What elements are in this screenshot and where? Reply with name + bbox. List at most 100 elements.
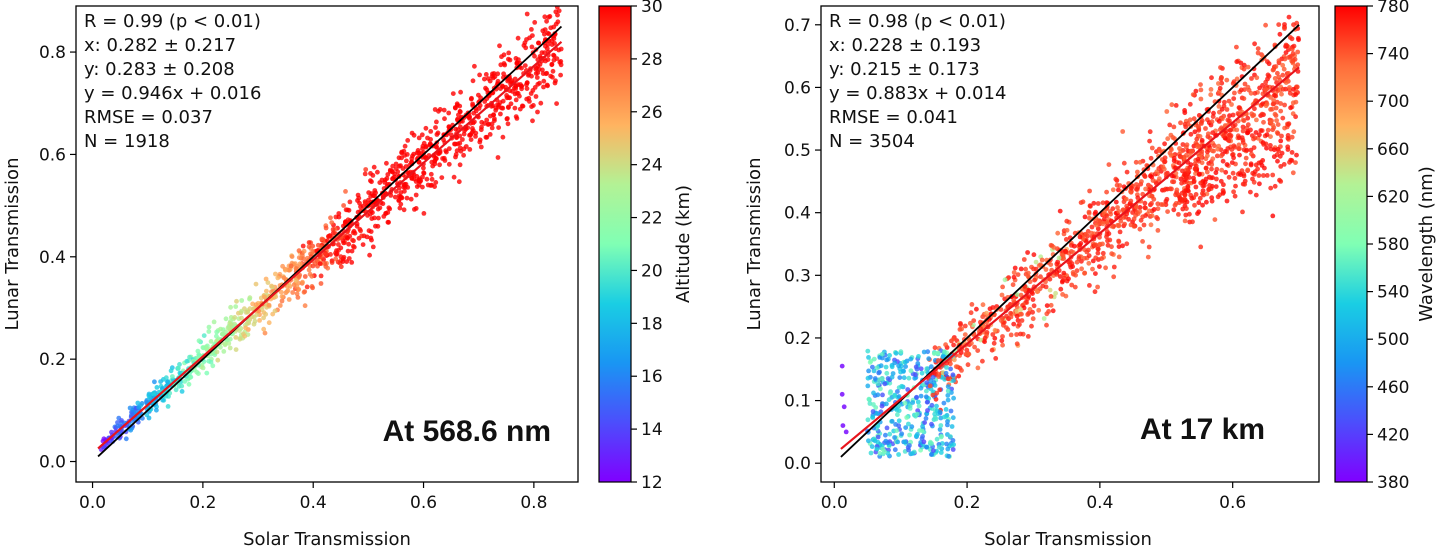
stat-rmse: RMSE = 0.037 — [84, 107, 213, 128]
data-point — [335, 259, 341, 265]
data-point — [875, 434, 881, 440]
data-point — [1291, 129, 1297, 135]
data-point — [1265, 59, 1270, 65]
x-tick-label: 0.6 — [410, 493, 437, 513]
data-point — [937, 427, 943, 432]
data-point — [500, 98, 506, 104]
data-point — [214, 329, 220, 335]
data-point — [1014, 332, 1019, 337]
data-point — [323, 252, 329, 257]
data-point — [1265, 127, 1271, 133]
data-point — [420, 174, 425, 180]
data-point — [529, 44, 535, 50]
data-point — [930, 375, 936, 380]
data-point — [347, 199, 353, 205]
data-point — [1245, 122, 1251, 128]
data-point — [1113, 176, 1119, 182]
data-point — [501, 52, 507, 58]
data-point — [1222, 99, 1227, 105]
data-point — [1031, 252, 1037, 258]
data-point — [544, 18, 549, 24]
data-point — [990, 332, 996, 337]
data-point — [1191, 116, 1197, 122]
data-point — [1203, 126, 1208, 131]
data-point — [557, 59, 563, 65]
data-point — [904, 415, 910, 420]
data-point — [206, 329, 212, 334]
data-point — [934, 390, 940, 396]
data-point — [933, 416, 939, 422]
data-point — [457, 162, 463, 168]
data-point — [1073, 272, 1078, 278]
data-point — [896, 452, 901, 457]
data-point — [1264, 173, 1270, 178]
data-point — [386, 205, 392, 211]
data-point — [264, 288, 269, 294]
data-point — [1082, 270, 1088, 276]
data-point — [1238, 172, 1243, 178]
data-point — [497, 43, 502, 49]
data-point — [948, 408, 954, 414]
data-point — [1018, 266, 1024, 272]
data-point — [1255, 50, 1261, 56]
data-point — [870, 409, 876, 414]
data-point — [942, 376, 947, 382]
data-point — [1014, 308, 1020, 314]
data-point — [269, 289, 274, 295]
data-point — [1018, 307, 1024, 312]
data-point — [877, 451, 883, 456]
data-point — [1109, 251, 1115, 257]
data-point — [1151, 207, 1157, 212]
data-point — [519, 84, 524, 89]
data-point — [892, 435, 897, 440]
data-point — [457, 145, 463, 151]
data-point — [330, 227, 336, 232]
data-point — [317, 261, 323, 266]
data-point — [1198, 244, 1204, 250]
data-point — [950, 415, 956, 421]
data-point — [526, 71, 532, 77]
data-point — [931, 448, 936, 453]
data-point — [421, 170, 427, 176]
data-point — [306, 267, 312, 273]
data-point — [1123, 196, 1129, 202]
data-point — [1076, 256, 1082, 261]
data-point — [470, 125, 475, 131]
colorbar-label: Wavelength (nm) — [1416, 166, 1437, 322]
data-point — [906, 375, 912, 381]
data-point — [1182, 192, 1188, 198]
data-point — [992, 335, 998, 341]
data-point — [250, 301, 256, 307]
data-point — [1032, 277, 1037, 283]
stat-y-mean: y: 0.215 ± 0.173 — [829, 59, 980, 80]
data-point — [505, 121, 511, 127]
data-point — [1176, 212, 1181, 217]
data-point — [541, 78, 547, 84]
data-point — [1178, 176, 1184, 182]
data-point — [1117, 229, 1123, 235]
data-point — [907, 443, 912, 448]
data-point — [950, 447, 956, 452]
data-point — [875, 392, 881, 398]
data-point — [409, 176, 415, 181]
data-point — [1197, 195, 1203, 201]
data-point — [1290, 170, 1296, 176]
data-point — [491, 112, 496, 118]
data-point — [226, 341, 232, 346]
data-point — [1000, 342, 1005, 348]
colorbar-tick-label: 740 — [1377, 45, 1409, 65]
data-point — [1283, 42, 1289, 48]
data-point — [257, 318, 262, 323]
data-point — [914, 433, 919, 439]
data-point — [439, 175, 445, 181]
data-point — [975, 348, 981, 353]
data-point — [1276, 58, 1282, 64]
data-point — [1201, 192, 1206, 198]
data-point — [154, 385, 160, 390]
data-point — [239, 315, 244, 321]
data-point — [1070, 264, 1075, 269]
data-point — [421, 211, 427, 216]
data-point — [239, 298, 245, 303]
data-point — [951, 342, 956, 348]
data-point — [402, 188, 407, 194]
